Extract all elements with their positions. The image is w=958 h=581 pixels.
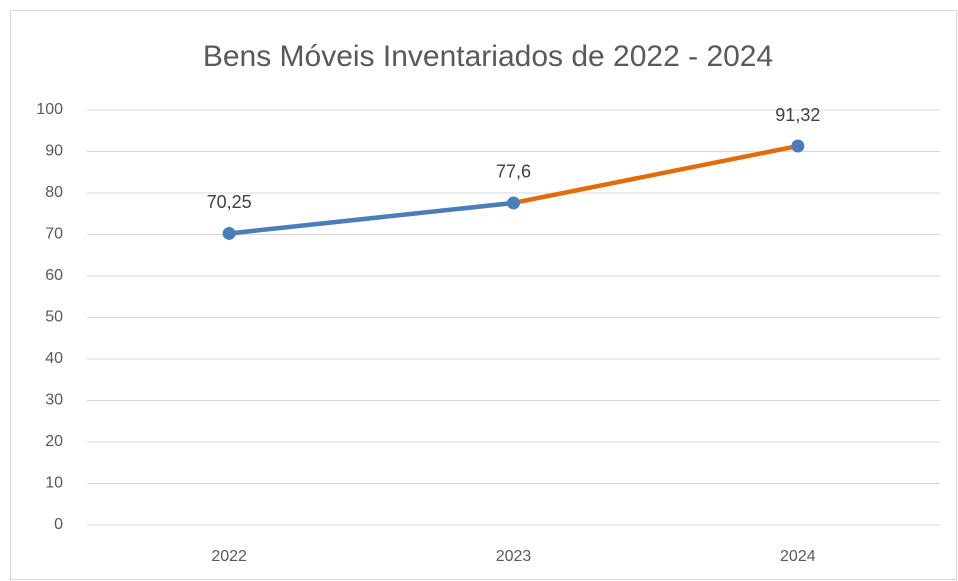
x-tick-label: 2022 (211, 548, 247, 565)
line-segment (226, 200, 516, 236)
y-tick-label: 10 (45, 475, 63, 492)
chart-title: Bens Móveis Inventariados de 2022 - 2024 (203, 40, 773, 73)
y-tick-label: 40 (45, 350, 63, 367)
point (507, 196, 520, 210)
point (791, 139, 805, 153)
data-label: 77,6 (496, 162, 531, 182)
x-tick-label: 2024 (780, 548, 816, 565)
x-tick-label: 2023 (496, 548, 532, 565)
y-tick-label: 30 (45, 392, 63, 409)
data-label: 70,25 (207, 192, 252, 212)
y-tick-label: 20 (45, 433, 63, 450)
y-tick-label: 80 (45, 184, 63, 201)
y-tick-label: 90 (45, 143, 63, 160)
y-tick-label: 0 (54, 516, 63, 533)
y-tick-label: 70 (45, 226, 63, 243)
point (222, 226, 236, 240)
line-segment (511, 143, 801, 206)
chart-border (10, 10, 957, 580)
y-tick-label: 50 (45, 309, 63, 326)
data-label: 91,32 (775, 105, 820, 125)
y-tick-label: 100 (36, 101, 63, 118)
y-tick-label: 60 (45, 267, 63, 284)
